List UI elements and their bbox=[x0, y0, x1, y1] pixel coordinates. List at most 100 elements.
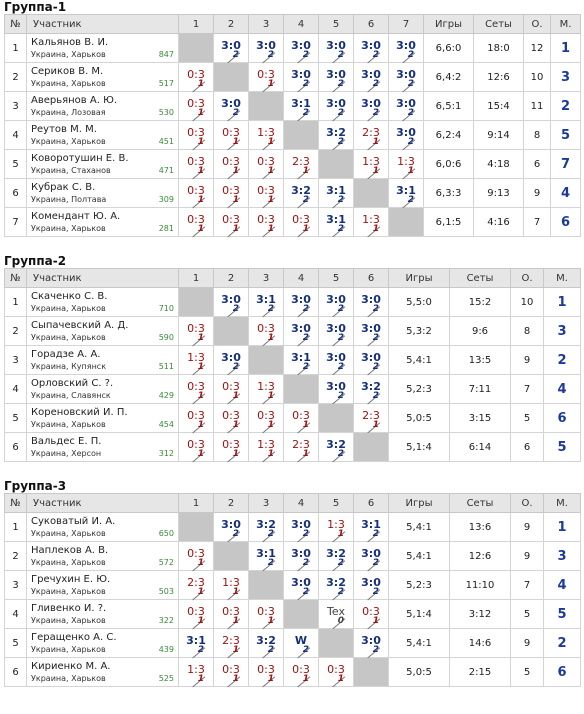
match-result[interactable]: 3:0 2 bbox=[248, 33, 284, 71]
match-result[interactable]: 0:3 1 bbox=[213, 149, 249, 187]
match-result[interactable]: 3:2 2 bbox=[353, 374, 389, 412]
player-name[interactable]: Скаченко С. В. bbox=[31, 291, 108, 302]
match-result[interactable]: 3:0 2 bbox=[318, 62, 354, 100]
match-result[interactable]: 0:3 1 bbox=[248, 403, 284, 441]
match-result[interactable]: 3:1 2 bbox=[318, 207, 354, 245]
match-result[interactable]: 2:3 1 bbox=[283, 149, 319, 187]
match-result[interactable]: 3:2 2 bbox=[248, 628, 284, 666]
match-result[interactable]: 3:0 2 bbox=[283, 512, 319, 550]
match-result[interactable]: 3:0 2 bbox=[283, 541, 319, 579]
player-name[interactable]: Сыпачевский А. Д. bbox=[31, 320, 129, 331]
player-name[interactable]: Кореновский И. П. bbox=[31, 407, 128, 418]
match-result[interactable]: 0:3 1 bbox=[178, 120, 214, 158]
player-cell[interactable]: Геращенко А. С. Украина, Харьков 439 bbox=[26, 628, 179, 658]
match-result[interactable]: 0:3 1 bbox=[248, 207, 284, 245]
player-name[interactable]: Коворотушин Е. В. bbox=[31, 153, 129, 164]
match-result[interactable]: 3:0 2 bbox=[213, 287, 249, 325]
match-result[interactable]: 3:0 2 bbox=[213, 512, 249, 550]
match-result[interactable]: 0:3 1 bbox=[213, 178, 249, 216]
match-result[interactable]: 3:0 2 bbox=[318, 91, 354, 129]
player-cell[interactable]: Комендант Ю. А. Украина, Харьков 281 bbox=[26, 207, 179, 237]
match-result[interactable]: 0:3 1 bbox=[353, 599, 389, 637]
match-result[interactable]: 1:3 1 bbox=[248, 432, 284, 470]
match-result[interactable]: 3:2 2 bbox=[318, 432, 354, 470]
match-result[interactable]: 0:3 1 bbox=[283, 657, 319, 695]
match-result[interactable]: 3:1 2 bbox=[178, 628, 214, 666]
match-result[interactable]: 1:3 1 bbox=[248, 120, 284, 158]
match-result[interactable]: 3:0 2 bbox=[388, 33, 424, 71]
match-result[interactable]: 1:3 1 bbox=[318, 512, 354, 550]
match-result[interactable]: 3:1 2 bbox=[248, 287, 284, 325]
match-result[interactable]: 3:0 2 bbox=[353, 33, 389, 71]
player-name[interactable]: Геращенко А. С. bbox=[31, 632, 117, 643]
match-result[interactable]: 0:3 1 bbox=[283, 207, 319, 245]
player-cell[interactable]: Реутов М. М. Украина, Харьков 451 bbox=[26, 120, 179, 150]
player-name[interactable]: Кальянов В. И. bbox=[31, 37, 109, 48]
match-result[interactable]: 3:0 2 bbox=[318, 287, 354, 325]
match-result[interactable]: 3:0 2 bbox=[353, 345, 389, 383]
match-result[interactable]: 3:0 2 bbox=[353, 91, 389, 129]
match-result[interactable]: 3:0 2 bbox=[283, 287, 319, 325]
match-result[interactable]: 3:2 2 bbox=[318, 541, 354, 579]
match-result[interactable]: 3:1 2 bbox=[283, 345, 319, 383]
match-result[interactable]: 3:0 2 bbox=[318, 316, 354, 354]
match-result[interactable]: 3:2 2 bbox=[283, 178, 319, 216]
match-result[interactable]: 3:2 2 bbox=[248, 512, 284, 550]
match-result[interactable]: 0:3 1 bbox=[248, 149, 284, 187]
player-cell[interactable]: Коворотушин Е. В. Украина, Стаханов 471 bbox=[26, 149, 179, 179]
player-cell[interactable]: Наплеков А. В. Украина, Харьков 572 bbox=[26, 541, 179, 571]
player-cell[interactable]: Вальдес Е. П. Украина, Херсон 312 bbox=[26, 432, 179, 462]
player-cell[interactable]: Аверьянов А. Ю. Украина, Лозовая 530 bbox=[26, 91, 179, 121]
match-result[interactable]: 2:3 1 bbox=[353, 403, 389, 441]
match-result[interactable]: 3:0 2 bbox=[213, 33, 249, 71]
match-result[interactable]: 2:3 1 bbox=[213, 628, 249, 666]
player-name[interactable]: Сериков В. М. bbox=[31, 66, 104, 77]
match-result[interactable]: 3:2 2 bbox=[318, 120, 354, 158]
match-result[interactable]: 0:3 1 bbox=[178, 403, 214, 441]
match-result[interactable]: 3:0 2 bbox=[353, 316, 389, 354]
match-result[interactable]: 3:1 2 bbox=[353, 512, 389, 550]
player-name[interactable]: Комендант Ю. А. bbox=[31, 211, 121, 222]
player-cell[interactable]: Гливенко И. ?. Украина, Харьков 322 bbox=[26, 599, 179, 629]
player-name[interactable]: Горадзе А. А. bbox=[31, 349, 101, 360]
match-result[interactable]: 0:3 1 bbox=[178, 316, 214, 354]
match-result[interactable]: 0:3 1 bbox=[248, 62, 284, 100]
match-result[interactable]: 0:3 1 bbox=[213, 403, 249, 441]
match-result[interactable]: 1:3 1 bbox=[248, 374, 284, 412]
match-result[interactable]: 0:3 1 bbox=[178, 149, 214, 187]
match-result[interactable]: 3:0 2 bbox=[388, 120, 424, 158]
match-result[interactable]: 3:0 2 bbox=[353, 287, 389, 325]
match-result[interactable]: 0:3 1 bbox=[248, 316, 284, 354]
player-name[interactable]: Гливенко И. ?. bbox=[31, 603, 107, 614]
player-cell[interactable]: Кубрак С. В. Украина, Полтава 309 bbox=[26, 178, 179, 208]
match-result[interactable]: 3:0 2 bbox=[318, 33, 354, 71]
match-result[interactable]: 0:3 1 bbox=[213, 657, 249, 695]
player-cell[interactable]: Гречухин Е. Ю. Украина, Харьков 503 bbox=[26, 570, 179, 600]
player-cell[interactable]: Кириенко М. А. Украина, Харьков 525 bbox=[26, 657, 179, 687]
match-result[interactable]: 3:0 2 bbox=[388, 62, 424, 100]
match-result[interactable]: 0:3 1 bbox=[213, 120, 249, 158]
match-result[interactable]: 3:0 2 bbox=[388, 91, 424, 129]
player-name[interactable]: Гречухин Е. Ю. bbox=[31, 574, 111, 585]
match-result[interactable]: 1:3 1 bbox=[388, 149, 424, 187]
match-result[interactable]: 0:3 1 bbox=[178, 541, 214, 579]
match-result[interactable]: 3:0 2 bbox=[318, 345, 354, 383]
match-result[interactable]: 3:0 2 bbox=[353, 628, 389, 666]
match-result[interactable]: 0:3 1 bbox=[178, 599, 214, 637]
match-result[interactable]: 1:3 1 bbox=[178, 345, 214, 383]
match-result[interactable]: 2:3 1 bbox=[178, 570, 214, 608]
match-result[interactable]: 0:3 1 bbox=[213, 374, 249, 412]
player-name[interactable]: Кубрак С. В. bbox=[31, 182, 96, 193]
player-name[interactable]: Суковатый И. А. bbox=[31, 516, 116, 527]
match-result[interactable]: 3:0 2 bbox=[283, 33, 319, 71]
match-result[interactable]: 1:3 1 bbox=[213, 570, 249, 608]
match-result[interactable]: 3:0 2 bbox=[213, 91, 249, 129]
match-result[interactable]: 0:3 1 bbox=[213, 432, 249, 470]
match-result[interactable]: 3:0 2 bbox=[283, 62, 319, 100]
match-result[interactable]: 0:3 1 bbox=[213, 207, 249, 245]
match-result[interactable]: 0:3 1 bbox=[178, 91, 214, 129]
player-cell[interactable]: Сыпачевский А. Д. Украина, Харьков 590 bbox=[26, 316, 179, 346]
match-result[interactable]: 0:3 1 bbox=[178, 207, 214, 245]
match-result[interactable]: 3:1 2 bbox=[388, 178, 424, 216]
